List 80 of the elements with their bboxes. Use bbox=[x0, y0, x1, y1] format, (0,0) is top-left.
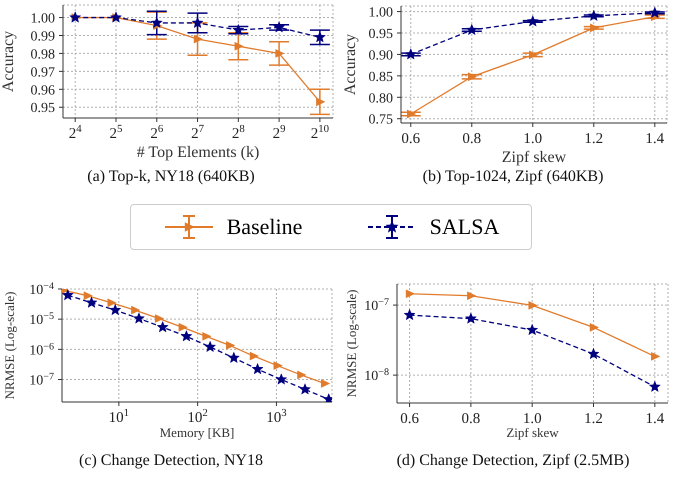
point bbox=[275, 49, 284, 58]
y-tick-label: 0.96 bbox=[30, 83, 55, 98]
y-tick-label: 10$^{−7}$ bbox=[364, 296, 389, 314]
point bbox=[232, 24, 244, 36]
point bbox=[588, 10, 600, 21]
y-axis-title: Accuracy bbox=[342, 34, 359, 96]
x-tick-label: 10$^{1}$ bbox=[108, 407, 130, 426]
point bbox=[316, 98, 326, 106]
point bbox=[404, 309, 416, 320]
y-tick-label: 0.95 bbox=[30, 101, 55, 116]
point bbox=[192, 16, 204, 28]
point bbox=[590, 24, 600, 32]
x-axis-title: Zipf skew bbox=[506, 425, 560, 440]
x-tick-label: 1.2 bbox=[584, 131, 604, 147]
y-tick-label: 10$^{−5}$ bbox=[29, 310, 54, 328]
point bbox=[467, 291, 476, 300]
x-tick-label: 1.4 bbox=[645, 411, 665, 427]
point bbox=[466, 24, 478, 35]
x-tick-label: 2$^{5}$ bbox=[110, 123, 122, 142]
point bbox=[529, 50, 538, 60]
x-axis-title: # Top Elements (k) bbox=[136, 144, 260, 161]
x-tick-label: 10$^{3}$ bbox=[266, 407, 287, 426]
y-tick-label: 1.00 bbox=[368, 6, 393, 21]
x-tick-label: 2$^{10}$ bbox=[310, 123, 330, 142]
point bbox=[649, 380, 661, 392]
y-tick-label: 10$^{−7}$ bbox=[29, 371, 54, 389]
x-tick-label: 1.0 bbox=[522, 411, 542, 427]
point bbox=[405, 48, 416, 60]
x-tick-label: 2$^{4}$ bbox=[68, 123, 82, 142]
point bbox=[468, 72, 478, 81]
point bbox=[234, 42, 244, 51]
text: (b) Top-1024, Zipf (640KB) bbox=[422, 168, 604, 186]
point bbox=[465, 312, 477, 324]
point bbox=[528, 301, 538, 310]
x-tick-label: 2$^{6}$ bbox=[150, 123, 164, 142]
point bbox=[314, 31, 326, 42]
point bbox=[194, 34, 203, 44]
y-tick-label: 0.85 bbox=[368, 70, 393, 85]
x-tick-label: 10$^{2}$ bbox=[187, 407, 208, 426]
text: (a) Top-k, NY18 (640KB) bbox=[86, 168, 256, 186]
y-tick-label: 0.97 bbox=[30, 65, 55, 80]
x-tick-label: 1.4 bbox=[645, 131, 665, 147]
point bbox=[651, 352, 660, 361]
x-tick-label: 2$^{8}$ bbox=[232, 123, 245, 142]
y-axis-title: NRMSE (Log-scale) bbox=[344, 290, 359, 398]
legend-label: Baseline bbox=[226, 214, 302, 240]
y-axis-title: NRMSE (Log-scale) bbox=[2, 292, 17, 400]
x-axis-title: Memory [KB] bbox=[160, 425, 234, 440]
y-tick-label: 0.99 bbox=[30, 29, 55, 44]
y-tick-label: 0.80 bbox=[368, 91, 393, 106]
legend-label: SALSA bbox=[430, 214, 500, 240]
y-tick-label: 10$^{−6}$ bbox=[29, 340, 54, 358]
point bbox=[588, 348, 600, 359]
x-tick-label: 0.6 bbox=[401, 131, 421, 147]
y-tick-label: 0.90 bbox=[368, 48, 393, 64]
text: (c) Change Detection, NY18 bbox=[78, 452, 264, 470]
point bbox=[406, 290, 415, 298]
point bbox=[590, 323, 599, 332]
x-axis-title: Zipf skew bbox=[502, 149, 567, 166]
x-tick-label: 2$^{9}$ bbox=[272, 123, 286, 142]
x-tick-label: 0.6 bbox=[400, 411, 420, 427]
y-tick-label: 10$^{−8}$ bbox=[364, 366, 389, 384]
x-tick-label: 1.2 bbox=[584, 411, 603, 427]
x-tick-label: 0.8 bbox=[462, 411, 480, 427]
x-tick-label: 0.8 bbox=[462, 131, 482, 147]
y-axis-title: Accuracy bbox=[0, 30, 17, 92]
y-tick-label: 0.75 bbox=[368, 112, 393, 128]
point bbox=[273, 21, 285, 32]
point bbox=[151, 16, 162, 28]
text: (d) Change Detection, Zipf (2.5MB) bbox=[396, 452, 630, 470]
point bbox=[649, 6, 661, 18]
x-tick-label: 2$^{7}$ bbox=[191, 123, 205, 142]
point bbox=[407, 110, 416, 118]
y-tick-label: 0.95 bbox=[368, 27, 393, 42]
point bbox=[527, 15, 538, 26]
x-tick-label: 1.0 bbox=[523, 131, 542, 147]
y-tick-label: 0.98 bbox=[30, 47, 55, 62]
y-tick-label: 10$^{−4}$ bbox=[29, 280, 54, 298]
y-tick-label: 1.00 bbox=[30, 12, 55, 27]
point bbox=[526, 324, 538, 335]
